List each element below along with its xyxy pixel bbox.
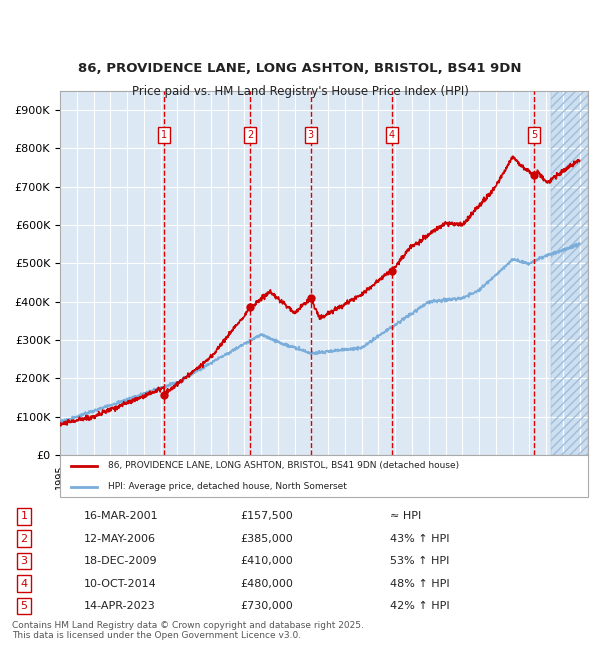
Text: 5: 5 [20,601,28,611]
Text: £480,000: £480,000 [240,578,293,589]
Text: Price paid vs. HM Land Registry's House Price Index (HPI): Price paid vs. HM Land Registry's House … [131,84,469,98]
Text: 16-MAR-2001: 16-MAR-2001 [84,511,158,521]
Text: 43% ↑ HPI: 43% ↑ HPI [390,534,449,543]
Text: 86, PROVIDENCE LANE, LONG ASHTON, BRISTOL, BS41 9DN: 86, PROVIDENCE LANE, LONG ASHTON, BRISTO… [78,62,522,75]
Text: 3: 3 [20,556,28,566]
Bar [551,91,588,455]
Text: 4: 4 [388,130,395,140]
Text: 4: 4 [20,578,28,589]
Text: HPI: Average price, detached house, North Somerset: HPI: Average price, detached house, Nort… [107,482,346,491]
Text: £385,000: £385,000 [240,534,293,543]
Text: £730,000: £730,000 [240,601,293,611]
Text: 14-APR-2023: 14-APR-2023 [84,601,156,611]
Text: 12-MAY-2006: 12-MAY-2006 [84,534,156,543]
Text: 86, PROVIDENCE LANE, LONG ASHTON, BRISTOL, BS41 9DN (detached house): 86, PROVIDENCE LANE, LONG ASHTON, BRISTO… [107,461,458,470]
Text: 3: 3 [308,130,314,140]
FancyBboxPatch shape [60,455,588,497]
Text: 10-OCT-2014: 10-OCT-2014 [84,578,157,589]
Text: 18-DEC-2009: 18-DEC-2009 [84,556,158,566]
Text: 2: 2 [20,534,28,543]
Text: 1: 1 [161,130,167,140]
Text: 53% ↑ HPI: 53% ↑ HPI [390,556,449,566]
Text: ≈ HPI: ≈ HPI [390,511,421,521]
Text: 42% ↑ HPI: 42% ↑ HPI [390,601,449,611]
Text: 48% ↑ HPI: 48% ↑ HPI [390,578,449,589]
Bar [551,91,588,455]
Text: 5: 5 [531,130,538,140]
Text: 1: 1 [20,511,28,521]
Text: Contains HM Land Registry data © Crown copyright and database right 2025.
This d: Contains HM Land Registry data © Crown c… [12,621,364,640]
Text: £157,500: £157,500 [240,511,293,521]
Text: 2: 2 [247,130,254,140]
Text: £410,000: £410,000 [240,556,293,566]
